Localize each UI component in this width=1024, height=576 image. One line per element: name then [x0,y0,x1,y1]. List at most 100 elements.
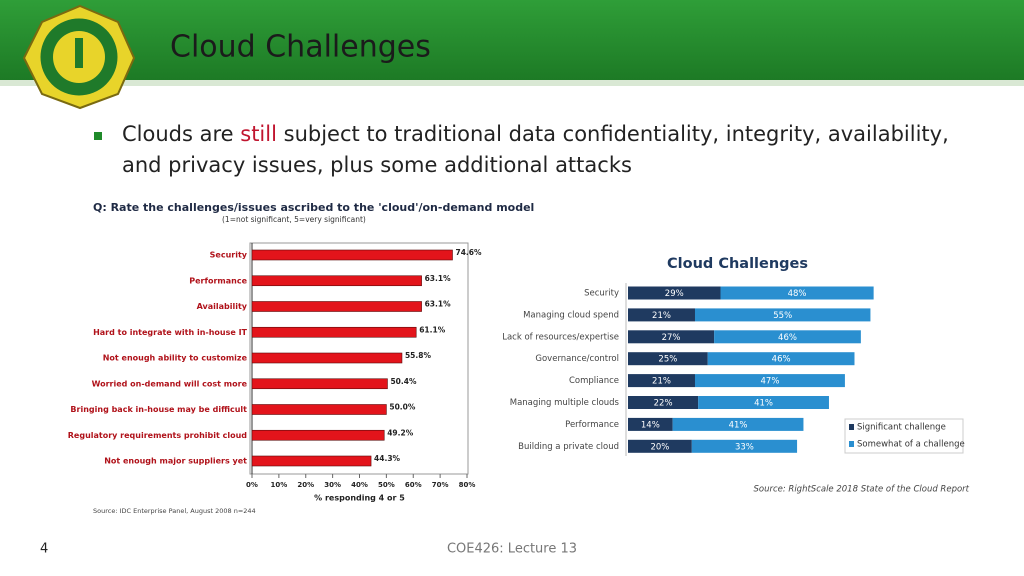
legend-swatch [849,424,854,430]
x-tick-label: 50% [378,481,395,489]
bar-segment [707,352,855,366]
category-label: Security [584,289,619,299]
value-label: 55.8% [405,351,432,360]
bar [251,352,403,364]
x-tick-label: 60% [405,481,422,489]
category-label: Availability [197,302,248,311]
bar-segment [694,374,845,388]
chart-source: Source: RightScale 2018 State of the Clo… [753,485,969,495]
bullet-after: subject to traditional data confidential… [122,122,949,177]
category-label: Building a private cloud [518,442,619,452]
segment-label: 41% [729,420,748,430]
value-label: 50.4% [390,377,417,386]
segment-label: 27% [662,333,681,343]
category-label: Worried on-demand will cost more [92,379,248,388]
bar [251,249,453,261]
x-tick-label: 30% [324,481,341,489]
legend-box [844,418,964,454]
x-tick-label: 0% [246,481,258,489]
bar [251,275,422,287]
segment-label: 55% [773,311,792,321]
value-label: 63.1% [425,300,452,309]
bar-segment [714,330,861,344]
segment-label: 47% [761,377,780,387]
chart-subtitle: (1=not significant, 5=very significant) [222,215,366,224]
bullet-highlight: still [240,122,277,146]
bullet-marker [94,132,102,140]
bar-segment [628,374,695,388]
footer-course: COE426: Lecture 13 [447,542,577,557]
bar-segment [672,417,804,431]
bar-segment [628,308,695,322]
value-label: 49.2% [387,428,414,437]
slide-title: Cloud Challenges [170,30,431,65]
bar [251,404,387,415]
segment-label: 25% [658,355,677,365]
x-tick-label: 40% [351,481,368,489]
category-label: Bringing back in-house may be difficult [70,405,247,414]
segment-label: 48% [788,289,807,299]
x-tick-label: 20% [297,481,314,489]
category-label: Hard to integrate with in-house IT [93,328,247,337]
segment-label: 29% [665,289,684,299]
bar-segment [628,439,692,453]
category-label: Managing cloud spend [523,310,619,320]
bar-segment [628,330,715,344]
category-label: Compliance [569,376,619,386]
category-label: Not enough major suppliers yet [104,457,247,466]
bar-segment [628,396,699,409]
bar-segment [628,286,721,300]
segment-label: 33% [735,442,754,452]
segment-label: 22% [654,399,673,409]
bar [251,455,372,467]
value-label: 61.1% [419,325,446,334]
page-number: 4 [40,542,48,557]
segment-label: 46% [772,355,791,365]
bar-segment [691,439,798,453]
category-label: Governance/control [535,354,619,364]
x-tick-label: 70% [432,481,449,489]
category-label: Performance [189,276,247,285]
category-label: Lack of resources/expertise [502,332,619,342]
value-label: 63.1% [425,274,452,283]
logo [22,4,136,110]
segment-label: 21% [652,311,671,321]
header-band [0,0,1024,80]
bar-segment [698,396,829,409]
segment-label: 14% [641,420,660,430]
chart-source: Source: IDC Enterprise Panel, August 200… [93,507,256,515]
segment-label: 21% [652,377,671,387]
bar [251,429,385,441]
bar-segment [628,417,673,431]
value-label: 50.0% [389,403,416,412]
category-label: Not enough ability to customize [103,354,248,363]
segment-label: 41% [754,399,773,409]
category-label: Performance [565,420,619,430]
bullet-text: Clouds are still subject to traditional … [122,119,952,181]
bullet-before: Clouds are [122,122,234,146]
x-axis-label: % responding 4 or 5 [314,494,405,503]
bar [251,326,417,338]
bar [251,378,388,390]
segment-label: 20% [650,442,669,452]
bar-segment [720,286,874,300]
legend-label: Significant challenge [857,423,946,433]
value-label: 74.6% [455,248,482,257]
legend-label: Somewhat of a challenge [857,440,965,450]
bar [251,301,422,312]
bar-segment [694,308,871,322]
chart-title: Cloud Challenges [667,256,808,272]
bar-segment [628,352,708,366]
chart-title: Q: Rate the challenges/issues ascribed t… [93,201,534,214]
legend-swatch [849,441,854,447]
value-label: 44.3% [374,454,401,463]
x-tick-label: 10% [270,481,287,489]
category-label: Security [210,251,248,260]
x-tick-label: 80% [459,481,476,489]
header-shadow [0,80,1024,86]
category-label: Regulatory requirements prohibit cloud [68,431,248,440]
category-label: Managing multiple clouds [510,398,620,408]
segment-label: 46% [778,333,797,343]
